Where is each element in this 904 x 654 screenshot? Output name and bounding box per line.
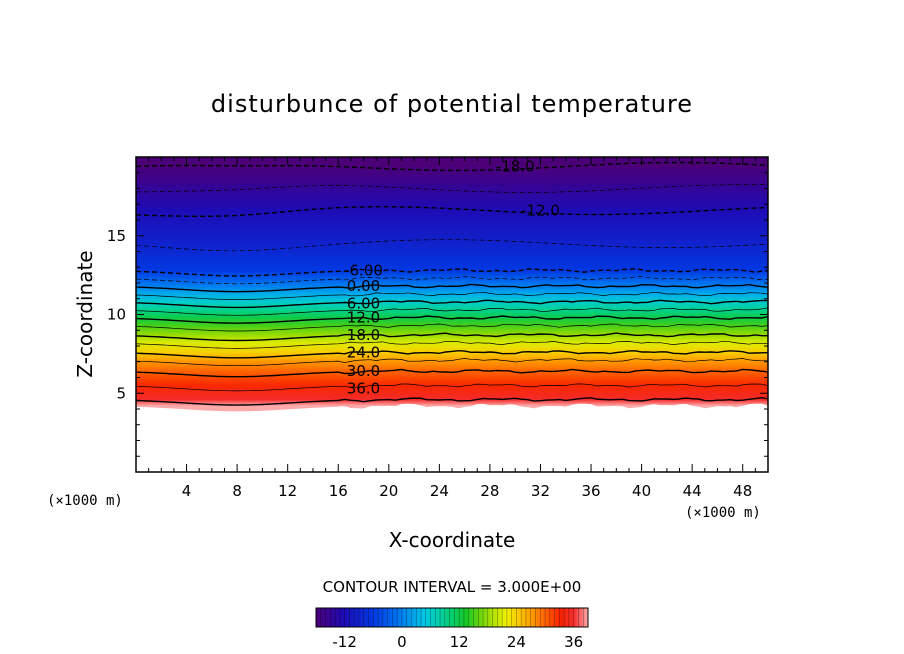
x-tick-label: 48	[733, 482, 752, 500]
colorbar-tick-label: 36	[564, 633, 583, 651]
x-tick-label: 32	[531, 482, 550, 500]
contour-line	[136, 184, 768, 193]
contour-labels: -18.0 -12.0 -6.000.006.0012.018.024.030.03…	[344, 157, 560, 397]
contour-line	[136, 291, 768, 300]
contour-label: 12.0	[347, 309, 380, 327]
contour-label: 30.0	[347, 362, 380, 380]
y-axis-title: Z-coordinate	[73, 250, 97, 377]
contour-label: 18.0	[347, 326, 380, 344]
contour-line	[136, 349, 768, 359]
contour-line	[136, 383, 768, 392]
contour-line	[136, 206, 768, 217]
surface-mask	[136, 403, 768, 472]
x-axis-ticks: 4 8 12 16 20 24 28 32 36 40 44 48	[148, 157, 756, 500]
x-tick-label: 16	[329, 482, 348, 500]
contour-line	[136, 239, 768, 252]
contour-line	[136, 299, 768, 309]
x-tick-label: 8	[232, 482, 242, 500]
colorbar-ticks: -12 0 12 24 36	[332, 633, 583, 651]
contour-line	[136, 161, 768, 172]
x-axis-title: X-coordinate	[389, 528, 516, 552]
contour-line	[136, 340, 768, 349]
x-tick-label: 40	[632, 482, 651, 500]
contour-line	[136, 332, 768, 342]
contour-label: 0.00	[347, 277, 380, 295]
contour-interval-text: CONTOUR INTERVAL = 3.000E+00	[323, 578, 582, 596]
y-axis-ticks: 5 10 15	[107, 172, 768, 457]
contour-line	[136, 368, 768, 378]
contour-label: -6.00	[344, 261, 383, 279]
x-tick-label: 28	[480, 482, 499, 500]
x-tick-label: 44	[683, 482, 702, 500]
colorbar-dividers	[320, 608, 584, 627]
contour-line	[136, 276, 768, 285]
contour-label: 6.00	[347, 295, 380, 313]
contour-label: -12.0	[521, 202, 560, 220]
chart-title: disturbunce of potential temperature	[211, 90, 693, 118]
contour-line	[136, 315, 768, 324]
contour-line	[136, 358, 768, 367]
x-unit-label-right: (×1000 m)	[685, 505, 761, 521]
x-tick-label: 24	[430, 482, 449, 500]
x-tick-label: 4	[182, 482, 192, 500]
y-tick-label: 10	[107, 306, 126, 324]
contour-label: 36.0	[347, 380, 380, 398]
contour-line	[136, 268, 768, 277]
colorbar-tick-label: -12	[332, 633, 357, 651]
colorbar: -12 0 12 24 36	[315, 607, 589, 651]
colorbar-fill	[316, 608, 588, 627]
colorbar-tick-label: 12	[450, 633, 469, 651]
colorbar-tick-label: 0	[397, 633, 407, 651]
contour-line	[136, 283, 768, 293]
colorbar-tick-label: 24	[507, 633, 526, 651]
contour-label: 24.0	[347, 343, 380, 361]
contour-line	[136, 396, 768, 406]
colorbar-frame	[315, 607, 589, 628]
contour-line	[136, 307, 768, 316]
contour-lines	[136, 161, 768, 406]
y-tick-label: 15	[107, 227, 126, 245]
contour-line	[136, 323, 768, 332]
x-tick-label: 20	[379, 482, 398, 500]
contour-field: -18.0 -12.0 -6.000.006.0012.018.024.030.03…	[136, 157, 768, 472]
x-unit-label-left: (×1000 m)	[47, 493, 123, 509]
y-tick-label: 5	[116, 384, 126, 402]
x-tick-label: 36	[581, 482, 600, 500]
x-tick-label: 12	[278, 482, 297, 500]
contour-label: -18.0	[496, 157, 535, 175]
